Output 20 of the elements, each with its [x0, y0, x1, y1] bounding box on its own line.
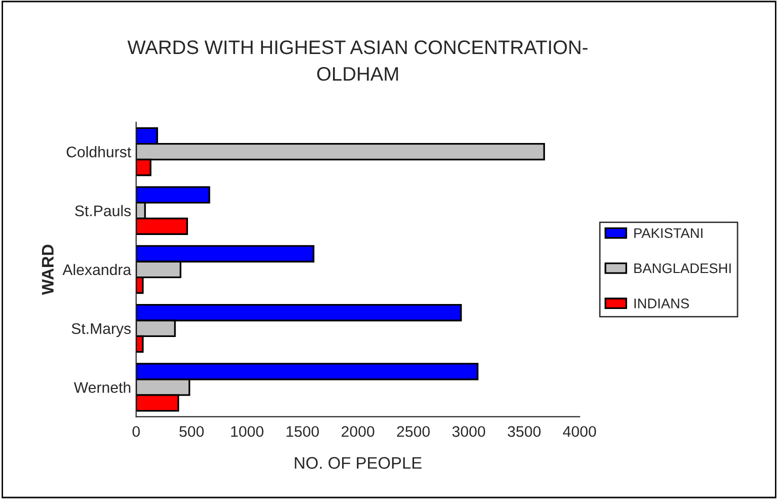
x-tick-label: 0 — [132, 426, 140, 437]
x-tick-label: 2500 — [397, 426, 430, 437]
y-tick-label: Coldhurst — [66, 146, 132, 158]
y-tick-label: Alexandra — [62, 264, 132, 276]
x-tick-label: 3500 — [508, 426, 541, 437]
y-axis-title: WARD — [42, 244, 54, 295]
chart-title: WARDS WITH HIGHEST ASIAN CONCENTRATION- OLDHAM — [127, 40, 588, 81]
y-tick-label: Werneth — [74, 382, 130, 393]
legend-label: BANGLADESHI — [634, 263, 731, 274]
x-axis-title: NO. OF PEOPLE — [294, 457, 422, 469]
x-tick-label: 4000 — [562, 426, 596, 437]
y-tick-label: St.Marys — [72, 323, 131, 338]
y-tick-label: St.Pauls — [75, 205, 131, 216]
legend-label: PAKISTANI — [634, 228, 702, 238]
x-tick-label: 3000 — [452, 426, 486, 437]
x-tick-label: 1000 — [231, 426, 264, 437]
x-tick-label: 1500 — [286, 426, 319, 437]
legend-label: INDIANS — [634, 298, 689, 308]
x-tick-label: 2000 — [342, 426, 374, 437]
x-tick-label: 500 — [179, 426, 204, 437]
